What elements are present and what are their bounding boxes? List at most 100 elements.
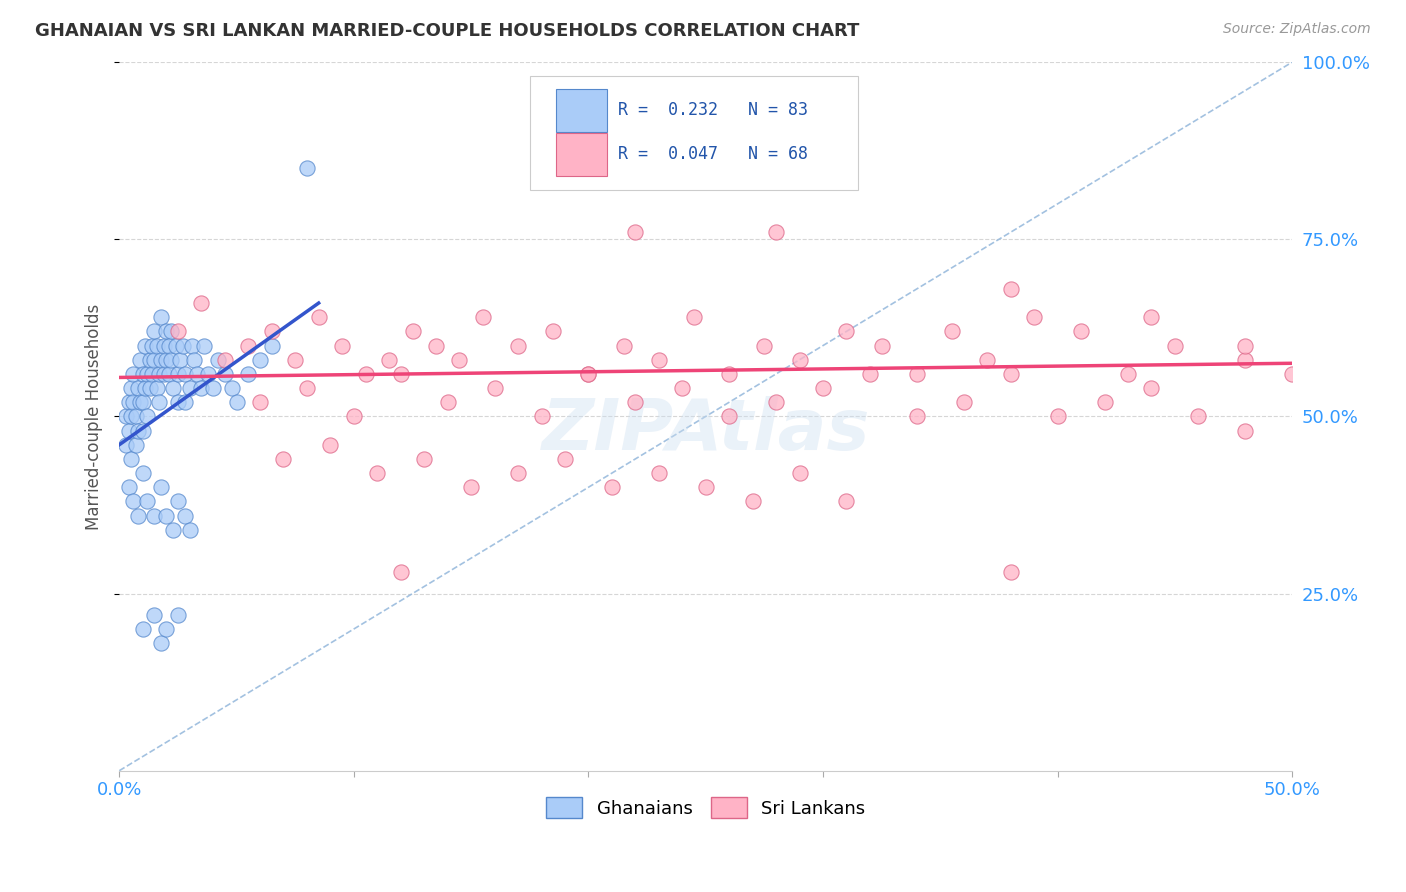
Point: [506, 338, 529, 352]
Point: [413, 451, 436, 466]
Point: [354, 367, 377, 381]
Point: [118, 480, 141, 494]
Point: [150, 352, 173, 367]
Y-axis label: Married-couple Households: Married-couple Households: [86, 303, 103, 530]
Point: [146, 381, 169, 395]
Point: [718, 409, 741, 424]
Point: [308, 310, 330, 325]
Point: [905, 367, 928, 381]
Point: [319, 438, 342, 452]
Point: [139, 352, 162, 367]
FancyBboxPatch shape: [555, 133, 607, 176]
Point: [179, 523, 201, 537]
Point: [129, 352, 152, 367]
Point: [718, 367, 741, 381]
Point: [343, 409, 366, 424]
Point: [284, 352, 307, 367]
Point: [174, 508, 197, 523]
Text: Source: ZipAtlas.com: Source: ZipAtlas.com: [1223, 22, 1371, 37]
Point: [976, 352, 998, 367]
Point: [202, 381, 225, 395]
Point: [139, 381, 162, 395]
Point: [1000, 282, 1022, 296]
Point: [150, 480, 173, 494]
Point: [613, 338, 636, 352]
Point: [167, 325, 190, 339]
Point: [1094, 395, 1116, 409]
Point: [1187, 409, 1209, 424]
Point: [132, 367, 155, 381]
Point: [389, 367, 412, 381]
Point: [150, 310, 173, 325]
Point: [120, 381, 142, 395]
Point: [155, 508, 177, 523]
Point: [122, 395, 145, 409]
Point: [172, 338, 194, 352]
Point: [952, 395, 974, 409]
Point: [648, 466, 671, 480]
Point: [648, 352, 671, 367]
Point: [127, 381, 149, 395]
Point: [190, 296, 212, 310]
Point: [183, 352, 205, 367]
Point: [436, 395, 458, 409]
Point: [249, 352, 271, 367]
Point: [193, 338, 215, 352]
Point: [157, 338, 180, 352]
Point: [1046, 409, 1069, 424]
FancyBboxPatch shape: [555, 88, 607, 132]
Point: [870, 338, 893, 352]
Point: [295, 381, 318, 395]
Point: [330, 338, 353, 352]
Point: [120, 409, 142, 424]
Point: [238, 367, 260, 381]
Text: R =  0.047   N = 68: R = 0.047 N = 68: [617, 145, 808, 163]
Point: [859, 367, 882, 381]
Point: [125, 409, 148, 424]
Legend: Ghanaians, Sri Lankans: Ghanaians, Sri Lankans: [538, 790, 873, 825]
Point: [221, 381, 243, 395]
Point: [835, 494, 858, 508]
Point: [1234, 352, 1257, 367]
Point: [146, 338, 169, 352]
Point: [155, 622, 177, 636]
Point: [741, 494, 763, 508]
Point: [471, 310, 494, 325]
FancyBboxPatch shape: [530, 77, 858, 190]
Point: [162, 381, 184, 395]
Point: [155, 352, 177, 367]
Point: [127, 508, 149, 523]
Point: [153, 338, 176, 352]
Point: [624, 225, 647, 239]
Point: [449, 352, 471, 367]
Point: [162, 523, 184, 537]
Point: [167, 607, 190, 622]
Point: [754, 338, 776, 352]
Point: [238, 338, 260, 352]
Point: [1000, 367, 1022, 381]
Point: [554, 451, 576, 466]
Point: [1024, 310, 1046, 325]
Point: [530, 409, 553, 424]
Point: [366, 466, 388, 480]
Point: [1070, 325, 1092, 339]
Point: [141, 338, 163, 352]
Point: [578, 367, 600, 381]
Point: [249, 395, 271, 409]
Point: [941, 325, 963, 339]
Point: [125, 438, 148, 452]
Point: [120, 451, 142, 466]
Point: [157, 367, 180, 381]
Point: [789, 466, 811, 480]
Point: [624, 395, 647, 409]
Point: [167, 494, 190, 508]
Point: [207, 352, 229, 367]
Point: [905, 409, 928, 424]
Point: [378, 352, 401, 367]
Point: [695, 480, 717, 494]
Point: [1281, 367, 1303, 381]
Point: [136, 409, 159, 424]
Point: [260, 325, 283, 339]
Point: [225, 395, 247, 409]
Point: [295, 161, 318, 176]
